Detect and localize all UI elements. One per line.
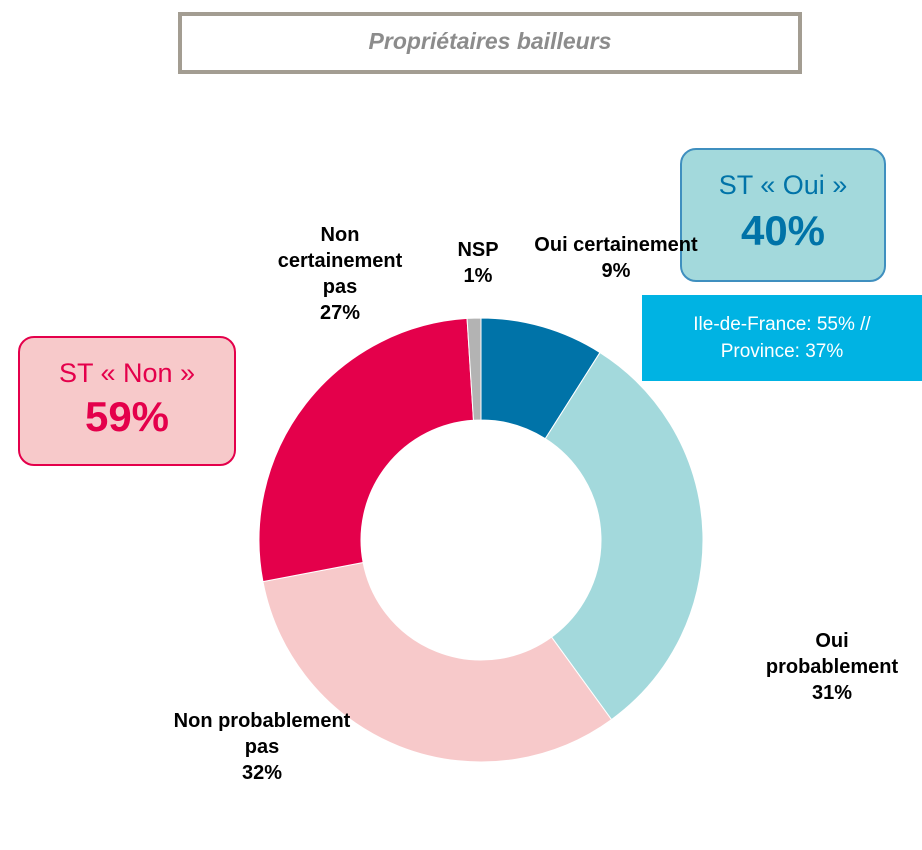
segment-label: Oui certainement 9% xyxy=(531,232,701,284)
st-non-box: ST « Non » 59% xyxy=(18,336,236,466)
chart-title: Propriétaires bailleurs xyxy=(368,28,612,54)
title-box: Propriétaires bailleurs xyxy=(178,12,802,74)
annotation-title: ST « Oui » xyxy=(718,170,848,200)
annotation-value: 40% xyxy=(740,207,826,254)
segment-value: 32% xyxy=(241,762,283,784)
segment-name: NSP xyxy=(457,239,499,261)
segment-name: Non certainement pas xyxy=(277,224,403,298)
st-oui-box: ST « Oui » 40% xyxy=(680,148,886,282)
segment-name: Oui probablement xyxy=(765,630,899,678)
segment-name: Oui certainement xyxy=(534,234,698,256)
region-box: Ile-de-France: 55% // Province: 37% xyxy=(642,295,922,381)
segment-label: Non probablement pas 32% xyxy=(172,708,352,786)
donut-segment xyxy=(258,317,474,583)
annotation-title: ST « Non » xyxy=(58,358,196,388)
segment-value: 1% xyxy=(463,265,493,287)
segment-label: Non certainement pas 27% xyxy=(270,222,410,326)
segment-value: 31% xyxy=(811,682,853,704)
annotation-line: Province: 37% xyxy=(720,341,844,362)
donut-segment xyxy=(466,317,482,421)
donut-segment xyxy=(544,351,704,721)
annotation-value: 59% xyxy=(84,393,170,440)
segment-value: 27% xyxy=(319,302,361,324)
donut-segment xyxy=(262,561,613,763)
segment-name: Non probablement pas xyxy=(173,710,351,758)
segment-label: NSP 1% xyxy=(448,237,508,289)
segment-label: Oui probablement 31% xyxy=(752,628,912,706)
segment-value: 9% xyxy=(601,260,631,282)
annotation-line: Ile-de-France: 55% // xyxy=(693,314,871,335)
